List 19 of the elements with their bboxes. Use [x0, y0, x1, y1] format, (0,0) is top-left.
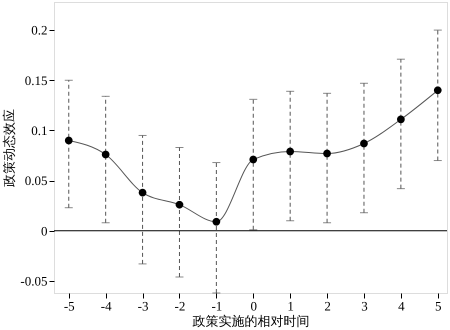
x-tick-label: -4 — [100, 298, 112, 314]
x-tick-label: 2 — [324, 298, 331, 314]
y-tick-label: 0 — [41, 223, 48, 238]
y-tick-label: -0.05 — [20, 273, 48, 288]
x-tick-label: -1 — [211, 298, 222, 314]
x-tick-label: 0 — [250, 298, 258, 314]
y-tick-label: 0.1 — [31, 122, 48, 138]
x-tick-label: 5 — [435, 298, 442, 314]
y-axis-title: 政策动态效应 — [1, 109, 16, 187]
x-axis-title: 政策实施的相对时间 — [192, 314, 310, 328]
x-tick-label: -3 — [138, 298, 148, 314]
y-tick-label: 0.15 — [24, 72, 48, 88]
y-tick-label: 0.2 — [31, 22, 48, 38]
x-tick-label: -2 — [174, 298, 186, 314]
x-tick-label: -5 — [64, 298, 75, 314]
y-tick-label: 0.05 — [24, 173, 48, 188]
x-tick-label: 1 — [287, 298, 294, 314]
x-tick-label: 4 — [398, 298, 406, 314]
x-tick-label: 3 — [361, 298, 368, 314]
